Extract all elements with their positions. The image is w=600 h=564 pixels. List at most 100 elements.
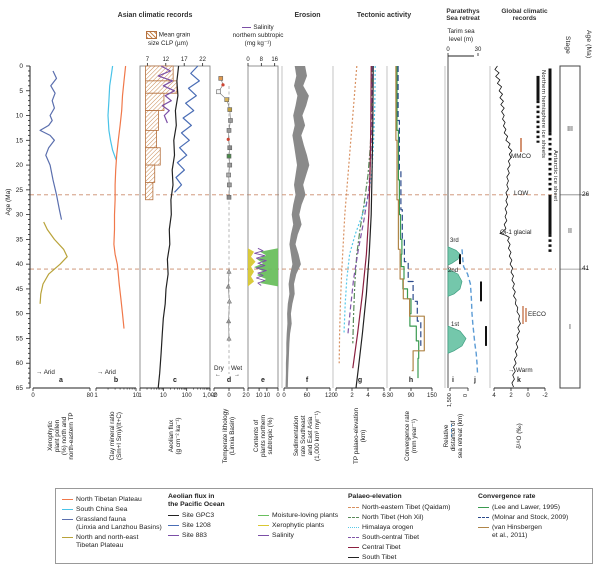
band-erosion: Erosion [284,6,331,26]
band-label: Asian climatic records [117,12,193,20]
series-site-gpc3 [157,65,180,389]
axis-tick-label: 1 [94,393,98,399]
panel-letter-k: k [517,377,521,384]
lithology-marker [227,145,233,151]
lithology-marker [227,182,232,188]
age-axis-tick-label: 0 [19,63,23,70]
salinity-swatch-icon [242,26,252,28]
legend-swatch-icon [258,515,269,516]
panel-letter-h: h [409,377,413,384]
age-axis-tick-label: 50 [16,311,24,318]
panel-letter-b: b [114,377,118,384]
axis-tick-label: 4 [492,393,496,399]
legend-item-label: Central Tibet [362,544,401,551]
legend-item-label: Xerophytic plants [272,522,325,529]
axis-tick-label: 30 [387,393,394,399]
series-grassland-fauna-linxia-and-lanzhou-basins- [39,70,63,220]
lithology-marker [221,83,225,87]
tarim-sea-level-label: Tarim sea level (m) [432,28,490,44]
legend-swatch-icon [168,525,179,526]
sedimentation-band [285,66,310,388]
legend-swatch-icon [478,517,489,518]
panel-letter-c: c [173,377,177,384]
panel-letter-e: e [261,377,265,384]
series--lee-and-lawer-1995- [396,66,420,379]
mmco-annotation: MMCO [511,153,531,160]
legend-item-label: Himalaya orogen [362,524,414,531]
grain-size-box [145,110,159,131]
series-south-central-tibet [347,65,373,334]
top-axis-tick-label: 22 [199,57,206,63]
series--van-hinsbergen-et-al-2011- [395,66,425,372]
age-axis-tick-label: 15 [16,137,24,144]
top-axis-tick-label: 17 [181,57,188,63]
grain-size-box [145,92,165,111]
series-relative-distance-of-sea-retreat [461,249,479,374]
axis-tick-label: 6 [382,393,386,399]
series-south-china-sea [107,65,117,161]
series-benthic-o [494,65,521,388]
top-axis-tick-label: 16 [271,57,278,63]
panel-letter-i: i [452,377,454,384]
lithology-marker [226,298,232,304]
arid-annotation-a: → Arid [36,369,55,376]
salinity-label2: northern subtropic [232,31,284,39]
lithology-marker [218,76,224,81]
age-axis-tick-label: 65 [16,385,24,392]
lithology-marker [228,118,233,123]
legend-item-label: North-eastern Tibet (Qaidam) [362,504,451,511]
legend-item-label2: (Linxia and Lanzhou Basins) [76,524,162,531]
lithology-marker [226,137,230,141]
panel-letter-f: f [306,377,309,384]
axis-label-c: Aeolian flux (g cm⁻² ka⁻¹) [168,417,182,455]
lithology-marker [226,153,232,159]
tarim-label-line1: Tarim sea [447,28,475,35]
axis-tick-label: 0 [334,393,338,399]
band-tectonic-activity: Tectonic activity [335,6,433,26]
axis-tick-label: 150 [427,393,438,399]
axis-tick-label: 120 [325,393,336,399]
dry-arrow-icon: ← [215,372,221,378]
oi1-glacial-annotation: Oi-1 glacial [500,229,532,236]
stage-i-label: I [569,324,571,331]
series-north-tibetan-plateau [113,65,127,329]
age-axis-tick-label: 45 [16,286,24,293]
axis-tick-label: 2 [350,393,354,399]
legend-swatch-icon [258,535,269,536]
top-axis-tick-label: 12 [162,57,169,63]
band-label: Global climatic records [501,8,548,22]
axis-label-a: Xerophytic plant pollen (%) north and north… [47,412,75,460]
transgression-2nd-label: 2nd [448,268,459,274]
series-area [248,248,256,287]
age-axis-tick-label: 35 [16,236,24,243]
grain-size-label: Mean grain [158,31,191,39]
arid-annotation-b: → Arid [97,369,116,376]
panel-e-box [247,65,279,389]
axis-tick-label: 80 [87,393,94,399]
stage-iii-label: III [567,126,573,133]
axis-tick-label: 2 [509,393,513,399]
grain-size-label2: size CLP (µm) [148,39,188,47]
series-salinity [254,247,267,286]
axis-tick-label: 10 [133,393,140,399]
legend-item-label: (Molnar and Stock, 2009) [492,514,569,521]
lithology-marker [226,318,232,324]
low-annotation: LOW [514,190,529,197]
legend-item-label: Moisture-loving plants [272,512,339,519]
axis-tick-label: 100 [182,393,193,399]
transgression-blob [447,325,467,354]
lithology-marker [226,128,232,133]
dry-label: Dry [214,365,224,372]
salinity-label3: (mg kg⁻¹) [244,39,272,47]
transgression-bar [480,281,482,302]
series-himalaya-orogen [343,65,376,334]
legend-swatch-icon [348,517,359,518]
stage-box [559,65,581,389]
sea-retreat-dash-swatch-icon [451,424,452,437]
age-axis-tick-label: 10 [16,113,24,120]
axis-tick-label: 2 [242,393,246,399]
wet-arrow-icon: → [234,372,240,378]
legend-item-label2: Tibetan Plateau [76,542,124,549]
